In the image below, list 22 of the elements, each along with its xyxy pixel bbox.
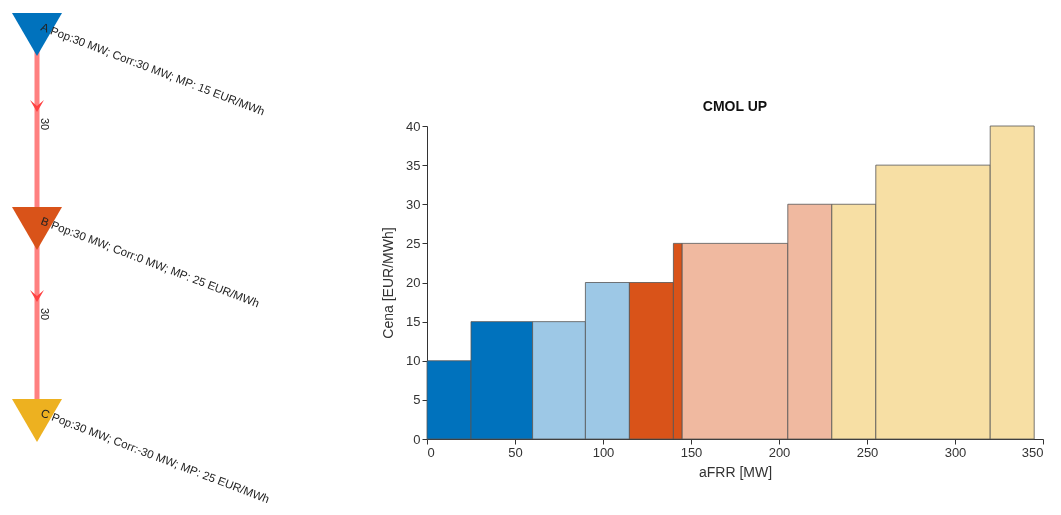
x-tick-label: 350 [1021, 444, 1044, 460]
x-tick-label: 0 [427, 444, 435, 460]
x-tick-label: 100 [592, 444, 615, 460]
y-tick-label: 0 [413, 431, 421, 447]
y-tick-label: 30 [406, 196, 421, 212]
x-tick-label: 150 [680, 444, 703, 460]
x-axis-title: aFRR [MW] [698, 463, 773, 480]
y-tick-label: 20 [406, 275, 421, 290]
x-tick-label: 200 [768, 444, 791, 460]
y-axis-title: Cena [EUR/MWh] [380, 227, 397, 339]
chart-title: CMOL UP [702, 98, 768, 114]
y-tick-label: 5 [413, 392, 421, 408]
y-tick-label: 15 [406, 314, 421, 330]
text: 30 [39, 118, 51, 131]
y-tick-label: 35 [406, 157, 421, 173]
x-tick-label: 300 [944, 444, 967, 460]
x-tick-label: 50 [508, 444, 523, 460]
y-tick-label: 40 [406, 118, 421, 134]
y-tick-label: 10 [406, 353, 421, 369]
text: 30 [39, 308, 51, 321]
y-tick-label: 25 [406, 235, 421, 251]
x-tick-label: 250 [856, 444, 879, 460]
